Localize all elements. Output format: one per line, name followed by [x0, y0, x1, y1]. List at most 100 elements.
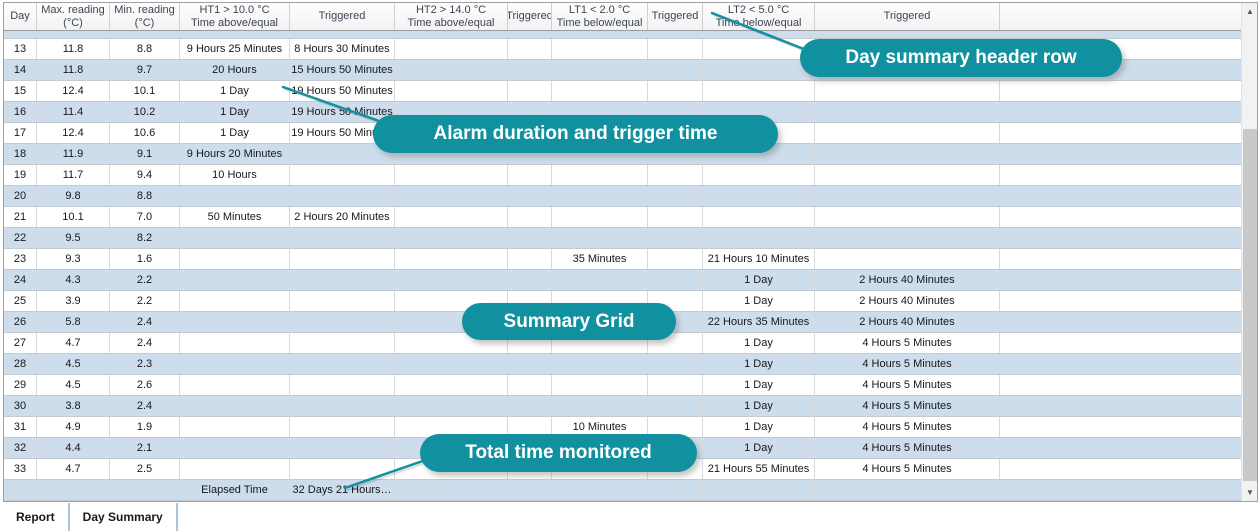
cell-lt2-triggered[interactable]: 2 Hours 40 Minutes	[815, 291, 1000, 311]
cell-ht1[interactable]	[180, 186, 290, 206]
cell-lt1-triggered[interactable]	[648, 312, 703, 332]
cell-min-reading[interactable]: 7.0	[110, 207, 180, 227]
cell-lt2[interactable]: 1 Day	[703, 354, 815, 374]
cell-ht2-triggered[interactable]	[508, 396, 552, 416]
cell-ht1[interactable]	[180, 396, 290, 416]
cell-lt1-triggered[interactable]	[648, 144, 703, 164]
cell-min-reading[interactable]: 1.9	[110, 417, 180, 437]
table-row-day-27[interactable]: 27 4.7 2.4 1 Day 4 Hours 5 Minutes	[4, 333, 1241, 354]
cell-lt1-triggered[interactable]	[648, 480, 703, 500]
cell-day[interactable]: 31	[4, 417, 37, 437]
cell-min-reading[interactable]	[110, 480, 180, 500]
cell-ht1-triggered[interactable]	[290, 375, 395, 395]
cell-lt2-triggered[interactable]: 4 Hours 5 Minutes	[815, 438, 1000, 458]
table-row-day-22[interactable]: 22 9.5 8.2	[4, 228, 1241, 249]
cell-day[interactable]: 22	[4, 228, 37, 248]
cell-day[interactable]: 15	[4, 81, 37, 101]
cell-lt2[interactable]	[703, 144, 815, 164]
cell-ht2[interactable]	[395, 480, 508, 500]
cell-ht2-triggered[interactable]	[508, 81, 552, 101]
cell-lt1[interactable]	[552, 165, 648, 185]
cell-ht1[interactable]	[180, 354, 290, 374]
cell-day[interactable]: 21	[4, 207, 37, 227]
cell-lt2-triggered[interactable]	[815, 186, 1000, 206]
cell-ht2[interactable]	[395, 228, 508, 248]
cell-lt1-triggered[interactable]	[648, 417, 703, 437]
cell-ht2-triggered[interactable]	[508, 354, 552, 374]
cell-lt2-triggered[interactable]	[815, 249, 1000, 269]
cell-ht1[interactable]	[180, 291, 290, 311]
cell-ht1-triggered[interactable]: 19 Hours 50 Minutes	[290, 81, 395, 101]
cell-lt1[interactable]	[552, 480, 648, 500]
cell-lt2[interactable]: 1 Day	[703, 270, 815, 290]
cell-ht1[interactable]	[180, 333, 290, 353]
cell-lt1-triggered[interactable]	[648, 165, 703, 185]
cell-lt1-triggered[interactable]	[648, 459, 703, 479]
cell-ht2[interactable]	[395, 60, 508, 80]
table-row-day-29[interactable]: 29 4.5 2.6 1 Day 4 Hours 5 Minutes	[4, 375, 1241, 396]
cell-min-reading[interactable]: 10.1	[110, 81, 180, 101]
cell-lt2-triggered[interactable]	[815, 228, 1000, 248]
cell-ht2-triggered[interactable]	[508, 228, 552, 248]
cell-lt1[interactable]	[552, 354, 648, 374]
vertical-scrollbar[interactable]: ▲ ▼	[1241, 3, 1257, 501]
cell-day[interactable]: 27	[4, 333, 37, 353]
cell-lt1-triggered[interactable]	[648, 207, 703, 227]
cell-ht1[interactable]: 9 Hours 20 Minutes	[180, 144, 290, 164]
scroll-up-button[interactable]: ▲	[1242, 3, 1257, 20]
cell-lt1-triggered[interactable]	[648, 228, 703, 248]
cell-min-reading[interactable]: 8.8	[110, 186, 180, 206]
cell-lt2[interactable]: 21 Hours 10 Minutes	[703, 249, 815, 269]
cell-lt1[interactable]	[552, 396, 648, 416]
cell-ht1[interactable]	[180, 438, 290, 458]
cell-max-reading[interactable]: 9.8	[37, 186, 110, 206]
cell-max-reading[interactable]: 10.1	[37, 207, 110, 227]
table-row-day-20[interactable]: 20 9.8 8.8	[4, 186, 1241, 207]
cell-lt1[interactable]: 35 Minutes	[552, 249, 648, 269]
cell-day[interactable]: 23	[4, 249, 37, 269]
cell-lt2[interactable]: 21 Hours 55 Minutes	[703, 459, 815, 479]
cell-lt1-triggered[interactable]	[648, 354, 703, 374]
cell-ht1[interactable]	[180, 417, 290, 437]
cell-ht2-triggered[interactable]	[508, 333, 552, 353]
cell-lt1-triggered[interactable]	[648, 60, 703, 80]
cell-lt1-triggered[interactable]	[648, 291, 703, 311]
cell-min-reading[interactable]: 10.2	[110, 102, 180, 122]
cell-lt1[interactable]	[552, 375, 648, 395]
cell-day[interactable]: 13	[4, 39, 37, 59]
cell-lt2[interactable]: 1 Day	[703, 417, 815, 437]
cell-ht1-triggered[interactable]	[290, 459, 395, 479]
cell-day[interactable]: 17	[4, 123, 37, 143]
cell-max-reading[interactable]: 3.9	[37, 291, 110, 311]
cell-min-reading[interactable]: 2.2	[110, 270, 180, 290]
scrollbar-thumb[interactable]	[1243, 129, 1257, 481]
cell-ht1-triggered[interactable]	[290, 249, 395, 269]
table-row-day-21[interactable]: 21 10.1 7.0 50 Minutes 2 Hours 20 Minutes	[4, 207, 1241, 228]
cell-lt2-triggered[interactable]: 4 Hours 5 Minutes	[815, 459, 1000, 479]
table-row-day-24[interactable]: 24 4.3 2.2 1 Day 2 Hours 40 Minutes	[4, 270, 1241, 291]
cell-ht2-triggered[interactable]	[508, 291, 552, 311]
cell-lt1-triggered[interactable]	[648, 102, 703, 122]
table-row-day-30[interactable]: 30 3.8 2.4 1 Day 4 Hours 5 Minutes	[4, 396, 1241, 417]
cell-lt2-triggered[interactable]	[815, 81, 1000, 101]
cell-ht2[interactable]	[395, 270, 508, 290]
cell-day[interactable]: 14	[4, 60, 37, 80]
cell-ht1-triggered[interactable]: 32 Days 21 Hours…	[290, 480, 395, 500]
cell-lt1-triggered[interactable]	[648, 186, 703, 206]
cell-lt1[interactable]	[552, 60, 648, 80]
cell-ht1-triggered[interactable]	[290, 333, 395, 353]
cell-min-reading[interactable]: 2.5	[110, 459, 180, 479]
cell-max-reading[interactable]	[37, 480, 110, 500]
cell-lt2[interactable]: 1 Day	[703, 291, 815, 311]
cell-max-reading[interactable]: 4.9	[37, 417, 110, 437]
cell-lt1[interactable]	[552, 81, 648, 101]
cell-lt1-triggered[interactable]	[648, 270, 703, 290]
cell-max-reading[interactable]: 4.7	[37, 459, 110, 479]
cell-ht1[interactable]	[180, 459, 290, 479]
cell-ht1[interactable]: 10 Hours	[180, 165, 290, 185]
cell-day[interactable]: 30	[4, 396, 37, 416]
cell-day[interactable]: 18	[4, 144, 37, 164]
cell-ht1[interactable]: 9 Hours 25 Minutes	[180, 39, 290, 59]
table-row-day-23[interactable]: 23 9.3 1.6 35 Minutes 21 Hours 10 Minutes	[4, 249, 1241, 270]
cell-day[interactable]: 29	[4, 375, 37, 395]
